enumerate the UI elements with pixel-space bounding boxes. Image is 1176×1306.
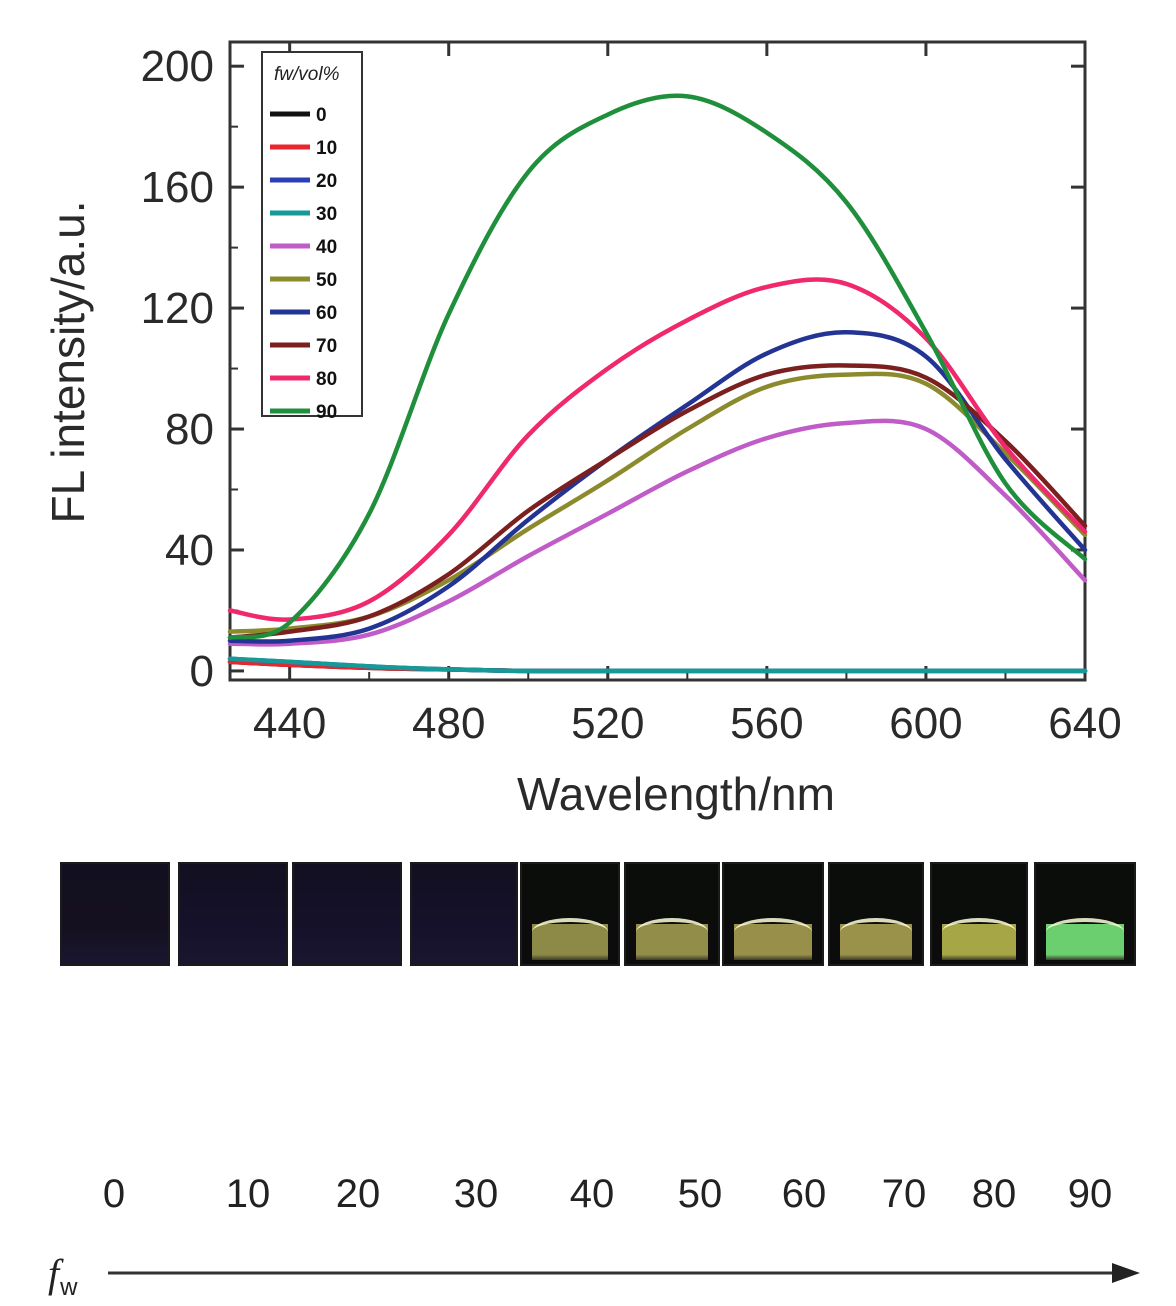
series-line-30: [227, 656, 1088, 674]
vial-meniscus: [734, 918, 812, 932]
fw-arrow-icon: [108, 1263, 1140, 1283]
fw-subscript: w: [60, 1274, 78, 1301]
vial-photo: [292, 862, 402, 966]
y-tick-label: 40: [165, 526, 214, 575]
fw-symbol: f: [48, 1251, 60, 1296]
axis-ticks: [230, 42, 1087, 680]
vial-label: 10: [225, 1172, 271, 1216]
y-tick-label: 0: [190, 647, 214, 696]
y-tick-label: 120: [141, 284, 214, 333]
legend-label-60: 60: [316, 303, 337, 324]
x-tick-label: 440: [253, 699, 326, 748]
x-tick-label: 520: [571, 699, 644, 748]
vial-label: 20: [335, 1172, 381, 1216]
legend: fw/vol% 0 10 20 30 40 50 60 70 80 90: [261, 51, 363, 423]
series-line-90: [227, 93, 1088, 640]
series-line-70: [227, 363, 1088, 640]
legend-label-20: 20: [316, 171, 337, 192]
vial-headspace: [830, 864, 922, 922]
vial-photo: [520, 862, 620, 966]
legend-label-80: 80: [316, 369, 337, 390]
vial-photo: [60, 862, 170, 966]
y-axis-title: FL intensity/a.u.: [42, 200, 94, 523]
vial-headspace: [724, 864, 822, 922]
plot-area: [228, 40, 1087, 682]
vial-label: 80: [971, 1172, 1017, 1216]
legend-label-90: 90: [316, 402, 337, 423]
x-axis-title: Wavelength/nm: [517, 768, 835, 820]
vial-label: 30: [453, 1172, 499, 1216]
vial-meniscus: [636, 918, 708, 932]
legend-label-30: 30: [316, 204, 337, 225]
vial-label: 0: [102, 1172, 126, 1216]
y-tick-label: 80: [165, 405, 214, 454]
legend-label-0: 0: [316, 105, 327, 126]
y-tick-label: 200: [141, 42, 214, 91]
y-tick-label: 160: [141, 163, 214, 212]
vial-label: 40: [569, 1172, 615, 1216]
vial-meniscus: [1046, 918, 1124, 932]
vial-meniscus: [532, 918, 608, 932]
legend-label-50: 50: [316, 270, 337, 291]
vial-photo: [828, 862, 924, 966]
vial-label: 90: [1067, 1172, 1113, 1216]
x-tick-label: 640: [1048, 699, 1121, 748]
legend-label-40: 40: [316, 237, 337, 258]
vial-photo: [624, 862, 720, 966]
x-tick-label: 600: [889, 699, 962, 748]
vial-photo: [178, 862, 288, 966]
series-lines: [227, 93, 1088, 674]
vial-label: 50: [677, 1172, 723, 1216]
vial-photo: [410, 862, 518, 966]
vial-photo: [1034, 862, 1136, 966]
vial-photo: [930, 862, 1028, 966]
vial-label: 70: [881, 1172, 927, 1216]
vial-photo: [722, 862, 824, 966]
legend-label-70: 70: [316, 336, 337, 357]
vial-headspace: [1036, 864, 1134, 922]
vial-label: 60: [781, 1172, 827, 1216]
x-tick-label: 480: [412, 699, 485, 748]
vial-headspace: [626, 864, 718, 922]
x-tick-label: 560: [730, 699, 803, 748]
legend-box: [261, 51, 363, 417]
series-line-40: [227, 418, 1088, 647]
vial-meniscus: [840, 918, 912, 932]
vial-meniscus: [942, 918, 1016, 932]
plot-frame: [228, 40, 1087, 682]
vial-headspace: [932, 864, 1026, 922]
legend-title: fw/vol%: [274, 64, 340, 85]
vial-headspace: [522, 864, 618, 922]
fw-axis-label: fw: [48, 1250, 77, 1302]
legend-label-10: 10: [316, 138, 337, 159]
series-line-80: [227, 277, 1088, 622]
